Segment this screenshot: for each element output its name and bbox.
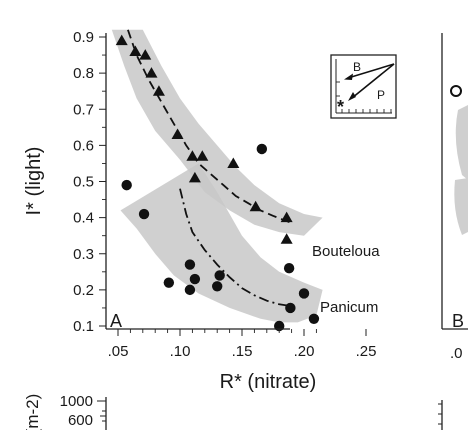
y-tick-label: 0.2 [73,282,94,299]
data-point-bouteloua [196,150,209,161]
data-point-bouteloua [280,233,293,244]
bottom-y-tick-600: 600 [68,412,93,429]
y-tick-label: 0.6 [73,137,94,154]
data-point-panicum [285,302,296,314]
y-ticks: 0.1 0.2 0.3 0.4 0.5 0.6 0.7 0.8 0.9 [73,29,106,335]
inset-arrow-p [348,63,395,101]
x-tick-label: .20 [294,343,315,360]
panel-a: .05 .10 .15 .20 .25 0.1 0.2 0.3 0.4 0.5 0.6 0.7 0.8… [23,29,397,393]
bottom-y-tick-1000: 1000 [60,393,93,410]
y-tick-label: 0.4 [73,210,94,227]
inset-label-p: P [377,88,385,102]
y-tick-label: 0.1 [73,318,94,335]
y-axis-label: I* (light) [23,147,45,216]
data-point-bouteloua [139,49,152,60]
data-points [115,34,320,332]
x-tick-label: .15 [232,343,253,360]
data-point-panicum [212,281,223,292]
y-tick-label: 0.9 [73,29,94,46]
data-point-panicum [214,270,225,281]
panel-label-a: A [110,311,122,331]
panel-b-x-tick: .0 [450,345,463,362]
data-point-panicum [121,179,132,191]
fit-line-panicum [179,188,292,307]
bottom-y-axis-label: (m-2) [23,394,42,430]
data-point-bouteloua [171,128,184,140]
data-point-panicum [283,263,295,274]
confidence-bands [111,29,323,323]
data-point-panicum [184,284,196,296]
data-point-panicum [298,288,310,299]
inset-diagram: B P * [330,54,397,119]
inset-label-b: B [353,60,361,74]
y-tick-label: 0.5 [73,174,94,191]
data-point-bouteloua [249,200,262,212]
data-point-panicum [256,143,268,155]
inset-ticks [336,81,392,113]
data-point-bouteloua [186,150,199,161]
x-tick-label: .05 [108,343,129,360]
data-point-bouteloua [227,157,240,168]
series-label-bouteloua: Bouteloua [312,243,380,260]
data-point-panicum [163,277,175,288]
data-point-bouteloua [280,211,293,223]
panel-b-label: B [452,311,464,331]
panel-b-point [450,85,462,97]
data-point-bouteloua [129,45,142,56]
inset-label-star: * [337,97,344,117]
panel-b: B .0 [441,33,468,362]
x-ticks: .05 .10 .15 .20 .25 [108,329,377,360]
y-tick-label: 0.3 [73,246,94,263]
y-tick-label: 0.8 [73,65,94,82]
inset-arrow-b [344,63,395,80]
inset-box [330,54,397,119]
data-point-panicum [308,313,320,324]
bottom-panel: 1000 600 (m-2) [23,393,443,430]
band-bouteloua [111,29,323,236]
panel-b-band [455,105,468,180]
x-tick-label: .10 [170,343,191,360]
data-point-bouteloua [145,67,158,78]
data-point-bouteloua [152,85,165,96]
data-point-panicum [189,273,201,285]
data-point-bouteloua [188,171,201,183]
y-tick-label: 0.7 [73,101,94,118]
x-tick-label: .25 [356,343,377,360]
series-label-panicum: Panicum [320,299,378,316]
data-point-panicum [138,208,150,220]
x-axis-label: R* (nitrate) [220,371,317,393]
panel-b-band-lower [454,178,468,235]
data-point-bouteloua [115,34,128,46]
data-point-panicum [184,259,196,270]
band-panicum [120,163,323,323]
